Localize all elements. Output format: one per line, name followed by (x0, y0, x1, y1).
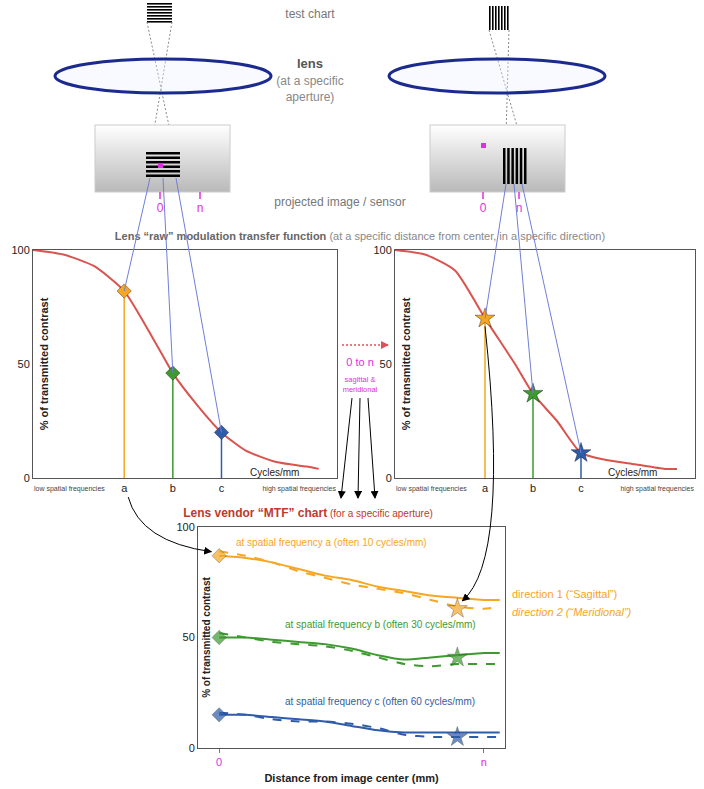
svg-text:n: n (481, 756, 487, 768)
svg-text:meridional: meridional (343, 385, 378, 394)
svg-text:high spatial frequencies: high spatial frequencies (620, 485, 694, 493)
svg-text:0: 0 (24, 472, 30, 484)
svg-text:b: b (530, 482, 536, 494)
svg-text:0: 0 (216, 756, 222, 768)
svg-text:sagittal &: sagittal & (345, 375, 376, 384)
svg-text:b: b (170, 482, 176, 494)
svg-text:lens: lens (297, 56, 323, 71)
svg-text:Distance from image center (mm: Distance from image center (mm) (264, 772, 439, 784)
svg-text:direction 1 (“Sagittal”): direction 1 (“Sagittal”) (512, 588, 617, 600)
svg-text:0: 0 (189, 742, 195, 754)
svg-text:at spatial frequency c (often: at spatial frequency c (often 60 cycles/… (285, 696, 475, 707)
svg-text:Cycles/mm: Cycles/mm (250, 467, 299, 478)
svg-text:% of transmitted contrast: % of transmitted contrast (400, 297, 412, 430)
svg-text:0: 0 (157, 201, 164, 215)
svg-text:c: c (578, 482, 584, 494)
svg-text:50: 50 (380, 358, 392, 370)
svg-text:high spatial frequencies: high spatial frequencies (262, 485, 336, 493)
svg-text:a: a (121, 482, 128, 494)
svg-text:50: 50 (183, 631, 195, 643)
svg-text:aperture): aperture) (286, 90, 335, 104)
svg-text:low spatial frequencies: low spatial frequencies (34, 485, 105, 493)
svg-text:Lens vendor “MTF” chart (for a: Lens vendor “MTF” chart (for a specific … (183, 506, 433, 520)
svg-text:(at a specific: (at a specific (276, 74, 343, 88)
svg-text:0: 0 (480, 201, 487, 215)
svg-text:% of transmitted contrast: % of transmitted contrast (201, 577, 212, 698)
svg-text:test chart: test chart (285, 7, 335, 21)
svg-text:% of transmitted contrast: % of transmitted contrast (38, 297, 50, 430)
svg-text:a: a (482, 482, 489, 494)
svg-text:projected image / sensor: projected image / sensor (274, 195, 405, 209)
svg-text:0 to n: 0 to n (346, 356, 374, 368)
svg-text:direction 2 (“Meridional”): direction 2 (“Meridional”) (512, 606, 632, 618)
svg-text:50: 50 (18, 358, 30, 370)
svg-text:at spatial frequency b (often: at spatial frequency b (often 30 cycles/… (285, 619, 476, 630)
svg-text:low spatial frequencies: low spatial frequencies (396, 485, 467, 493)
svg-text:100: 100 (176, 521, 194, 533)
svg-text:at spatial frequency a (often: at spatial frequency a (often 10 cycles/… (236, 537, 427, 548)
svg-text:100: 100 (373, 244, 391, 256)
svg-text:n: n (516, 201, 523, 215)
svg-text:c: c (219, 482, 225, 494)
svg-text:Lens “raw” modulation transfer: Lens “raw” modulation transfer function … (115, 230, 605, 242)
svg-text:n: n (197, 201, 204, 215)
svg-text:100: 100 (11, 244, 29, 256)
svg-text:0: 0 (386, 472, 392, 484)
svg-text:Cycles/mm: Cycles/mm (608, 467, 657, 478)
